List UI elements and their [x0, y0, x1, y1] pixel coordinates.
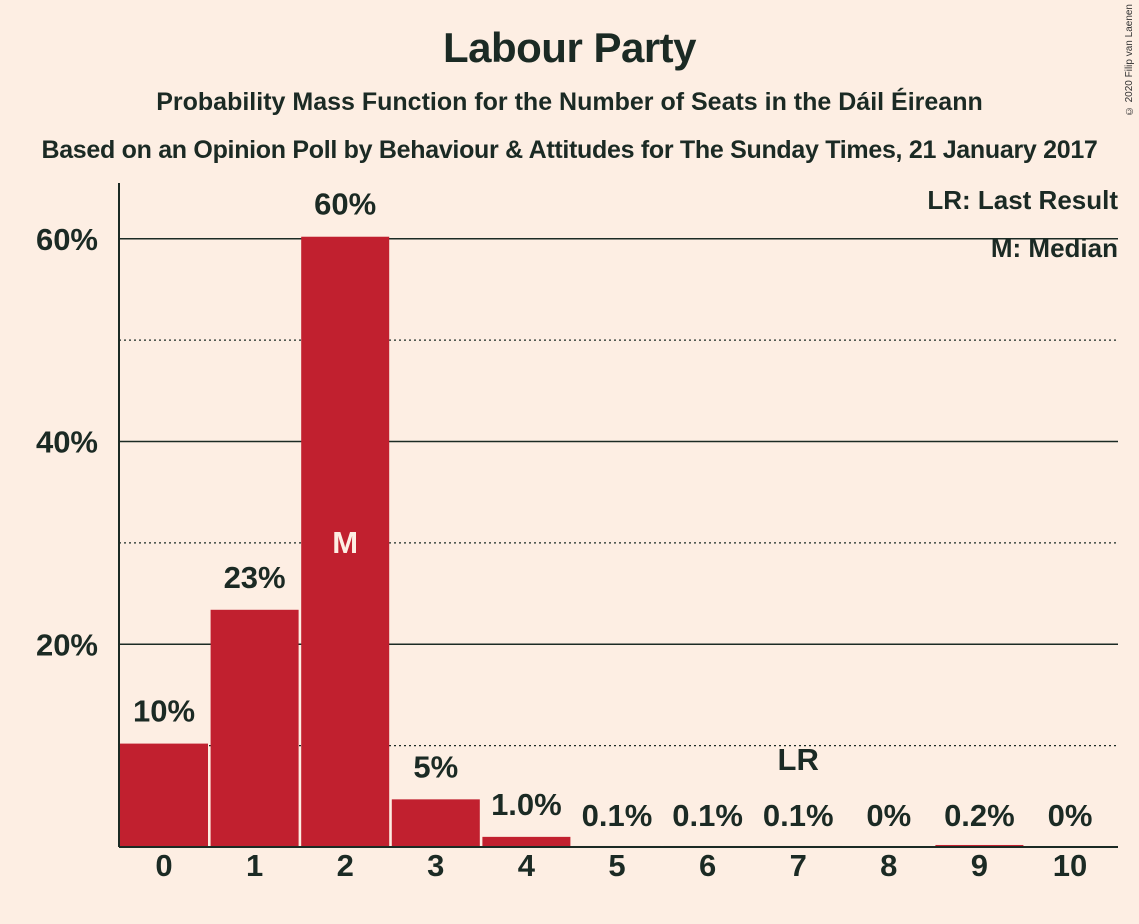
chart-subtitle: Probability Mass Function for the Number…	[156, 88, 983, 116]
data-label: 0.1%	[763, 798, 834, 833]
data-label: 23%	[224, 560, 286, 595]
x-tick-label: 6	[699, 848, 716, 883]
y-tick-label: 40%	[36, 425, 98, 460]
median-marker: M	[332, 525, 358, 560]
legend-median: M: Median	[991, 233, 1118, 263]
x-tick-label: 5	[608, 848, 625, 883]
x-tick-label: 2	[337, 848, 354, 883]
x-tick-label: 7	[790, 848, 807, 883]
x-tick-label: 0	[155, 848, 172, 883]
x-tick-label: 9	[971, 848, 988, 883]
bar	[210, 609, 299, 847]
chart-title: Labour Party	[442, 24, 697, 71]
x-tick-label: 4	[518, 848, 536, 883]
legend-last-result: LR: Last Result	[927, 185, 1118, 215]
bar	[391, 799, 480, 847]
bar	[301, 236, 390, 847]
x-tick-label: 1	[246, 848, 263, 883]
data-label: 5%	[413, 749, 458, 784]
labels-group: 20% 40% 60% 0 10% 1 23% 2 60% 3 5% 4 1.0% 5 0.1% 6 0.1% 7…	[36, 187, 1092, 883]
data-label: 10%	[133, 694, 195, 729]
bar	[120, 743, 208, 847]
bars-group	[120, 236, 1114, 847]
data-label: 1.0%	[491, 787, 562, 822]
axes-group	[118, 183, 1118, 848]
data-label: 0%	[1048, 798, 1093, 833]
bar	[935, 844, 1024, 847]
x-tick-label: 3	[427, 848, 444, 883]
data-label: 0.1%	[672, 798, 743, 833]
chart-source-subtitle: Based on an Opinion Poll by Behaviour & …	[41, 136, 1098, 164]
bar	[482, 836, 571, 847]
y-tick-label: 20%	[36, 627, 98, 662]
x-tick-label: 10	[1053, 848, 1087, 883]
data-label: 60%	[314, 187, 376, 222]
data-label: 0.2%	[944, 798, 1015, 833]
y-tick-label: 60%	[36, 222, 98, 257]
data-label: 0%	[866, 798, 911, 833]
data-label: 0.1%	[582, 798, 653, 833]
x-tick-label: 8	[880, 848, 897, 883]
last-result-marker: LR	[778, 742, 819, 777]
